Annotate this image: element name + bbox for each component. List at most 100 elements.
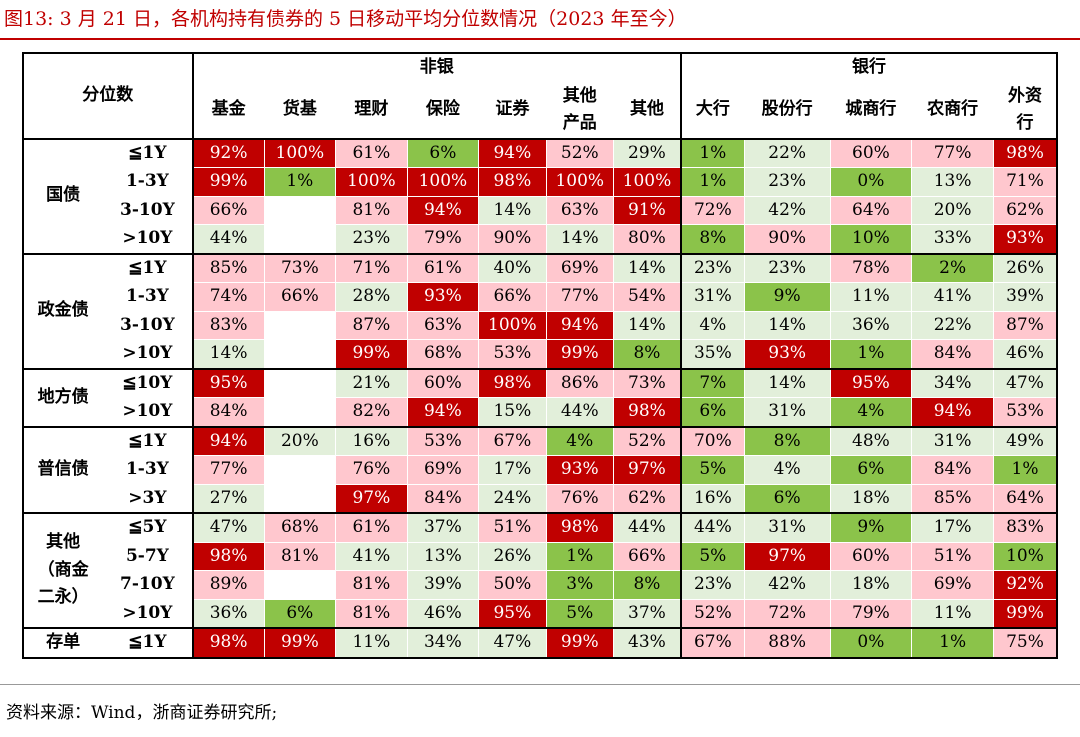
percentile-cell: 14%: [478, 195, 547, 225]
percentile-cell: 4%: [829, 397, 913, 427]
percentile-cell: 14%: [612, 252, 682, 283]
percentile-cell: 76%: [335, 455, 408, 485]
percentile-cell: 52%: [545, 137, 614, 168]
percentile-table: 分位数 非银 银行 基金 货基 理财 保险 证券 其他产品 其他 大行 股份行 城商行 农商行 外资行…: [22, 52, 1059, 659]
percentile-cell: 85%: [911, 483, 994, 514]
maturity-label: >10Y: [102, 397, 194, 427]
percentile-cell: 60%: [829, 137, 913, 168]
percentile-cell: 94%: [191, 425, 265, 456]
percentile-cell: 44%: [612, 512, 682, 543]
percentile-cell: 6%: [263, 598, 337, 629]
empty-cell: [263, 570, 337, 600]
percentile-cell: 92%: [993, 570, 1058, 600]
column-header: 城商行: [829, 81, 913, 139]
percentile-cell: 64%: [829, 195, 913, 225]
percentile-cell: 100%: [478, 310, 547, 340]
percentile-cell: 39%: [993, 282, 1058, 312]
percentile-cell: 40%: [478, 252, 547, 283]
table-row: 1-3Y 74% 66% 28% 93% 66% 77% 54% 31% 9% 11% 41% 39%: [23, 282, 1058, 312]
maturity-label: 3-10Y: [102, 310, 194, 340]
column-header: 保险: [406, 81, 480, 139]
percentile-cell: 1%: [829, 339, 913, 369]
percentile-cell: 27%: [191, 483, 265, 514]
percentile-cell: 69%: [911, 570, 994, 600]
percentile-cell: 28%: [335, 282, 408, 312]
percentile-cell: 81%: [335, 570, 408, 600]
percentile-cell: 78%: [829, 252, 913, 283]
percentile-cell: 44%: [679, 512, 745, 543]
empty-cell: [263, 224, 337, 254]
group-header-nonbank: 非银: [191, 52, 682, 83]
percentile-cell: 80%: [612, 224, 682, 254]
percentile-cell: 8%: [612, 570, 682, 600]
percentile-cell: 13%: [406, 541, 480, 571]
percentile-cell: 6%: [743, 483, 831, 514]
percentile-cell: 98%: [545, 512, 614, 543]
percentile-cell: 69%: [545, 252, 614, 283]
column-header: 外资行: [993, 81, 1058, 139]
percentile-cell: 22%: [743, 137, 831, 168]
percentile-cell: 8%: [679, 224, 745, 254]
percentile-cell: 98%: [478, 167, 547, 197]
maturity-label: 7-10Y: [102, 570, 194, 600]
maturity-label: 1-3Y: [102, 282, 194, 312]
percentile-cell: 1%: [993, 455, 1058, 485]
percentile-cell: 69%: [406, 455, 480, 485]
percentile-cell: 6%: [829, 455, 913, 485]
maturity-label: >10Y: [102, 598, 194, 629]
percentile-cell: 16%: [335, 425, 408, 456]
percentile-cell: 9%: [743, 282, 831, 312]
percentile-cell: 23%: [679, 570, 745, 600]
percentile-cell: 62%: [993, 195, 1058, 225]
empty-cell: [263, 310, 337, 340]
percentile-cell: 66%: [191, 195, 265, 225]
percentile-cell: 68%: [263, 512, 337, 543]
title-divider: [0, 38, 1080, 40]
percentile-cell: 81%: [263, 541, 337, 571]
percentile-cell: 66%: [612, 541, 682, 571]
percentile-cell: 98%: [993, 137, 1058, 168]
percentile-cell: 99%: [191, 167, 265, 197]
percentile-cell: 97%: [612, 455, 682, 485]
percentile-cell: 14%: [743, 310, 831, 340]
percentile-cell: 99%: [545, 339, 614, 369]
percentile-cell: 63%: [545, 195, 614, 225]
table-row: 普信债 ≦1Y 94% 20% 16% 53% 67% 4% 52% 70% 8% 48% 31% 49%: [22, 425, 1058, 514]
table-row: 其他（商金二永） ≦5Y 47% 68% 61% 37% 51% 98% 44% 44% 31% 9%…: [22, 512, 1058, 629]
percentile-cell: 83%: [191, 310, 265, 340]
percentile-cell: 95%: [191, 367, 265, 398]
percentile-cell: 1%: [545, 541, 614, 571]
percentile-cell: 84%: [191, 397, 265, 427]
figure-title: 图13: 3 月 21 日，各机构持有债券的 5 日移动平均分位数情况（2023…: [4, 8, 687, 30]
percentile-cell: 100%: [335, 167, 408, 197]
percentile-cell: 97%: [743, 541, 831, 571]
percentile-cell: 90%: [478, 224, 547, 254]
percentile-cell: 100%: [263, 137, 337, 168]
percentile-cell: 97%: [335, 483, 408, 514]
column-header: 理财: [335, 81, 408, 139]
table-row: >3Y 27% 97% 84% 24% 76% 62% 16% 6% 18% 85% 64%: [23, 483, 1058, 514]
percentile-cell: 62%: [612, 483, 682, 514]
percentile-cell: 100%: [545, 167, 614, 197]
category-label: 政金债: [22, 252, 104, 369]
percentile-cell: 1%: [679, 167, 745, 197]
percentile-cell: 86%: [545, 367, 614, 398]
percentile-cell: 26%: [993, 252, 1058, 283]
percentile-cell: 36%: [191, 598, 265, 629]
percentile-cell: 53%: [993, 397, 1058, 427]
column-header: 证券: [478, 81, 547, 139]
percentile-cell: 43%: [612, 627, 682, 659]
percentile-cell: 39%: [406, 570, 480, 600]
percentile-cell: 34%: [911, 367, 994, 398]
percentile-cell: 44%: [191, 224, 265, 254]
percentile-cell: 10%: [993, 541, 1058, 571]
percentile-cell: 77%: [191, 455, 265, 485]
percentile-cell: 61%: [335, 137, 408, 168]
percentile-cell: 4%: [743, 455, 831, 485]
percentile-cell: 50%: [478, 570, 547, 600]
category-label: 存单: [22, 627, 104, 659]
percentile-cell: 23%: [679, 252, 745, 283]
percentile-cell: 94%: [406, 397, 480, 427]
percentile-cell: 5%: [679, 455, 745, 485]
maturity-label: 3-10Y: [102, 195, 194, 225]
